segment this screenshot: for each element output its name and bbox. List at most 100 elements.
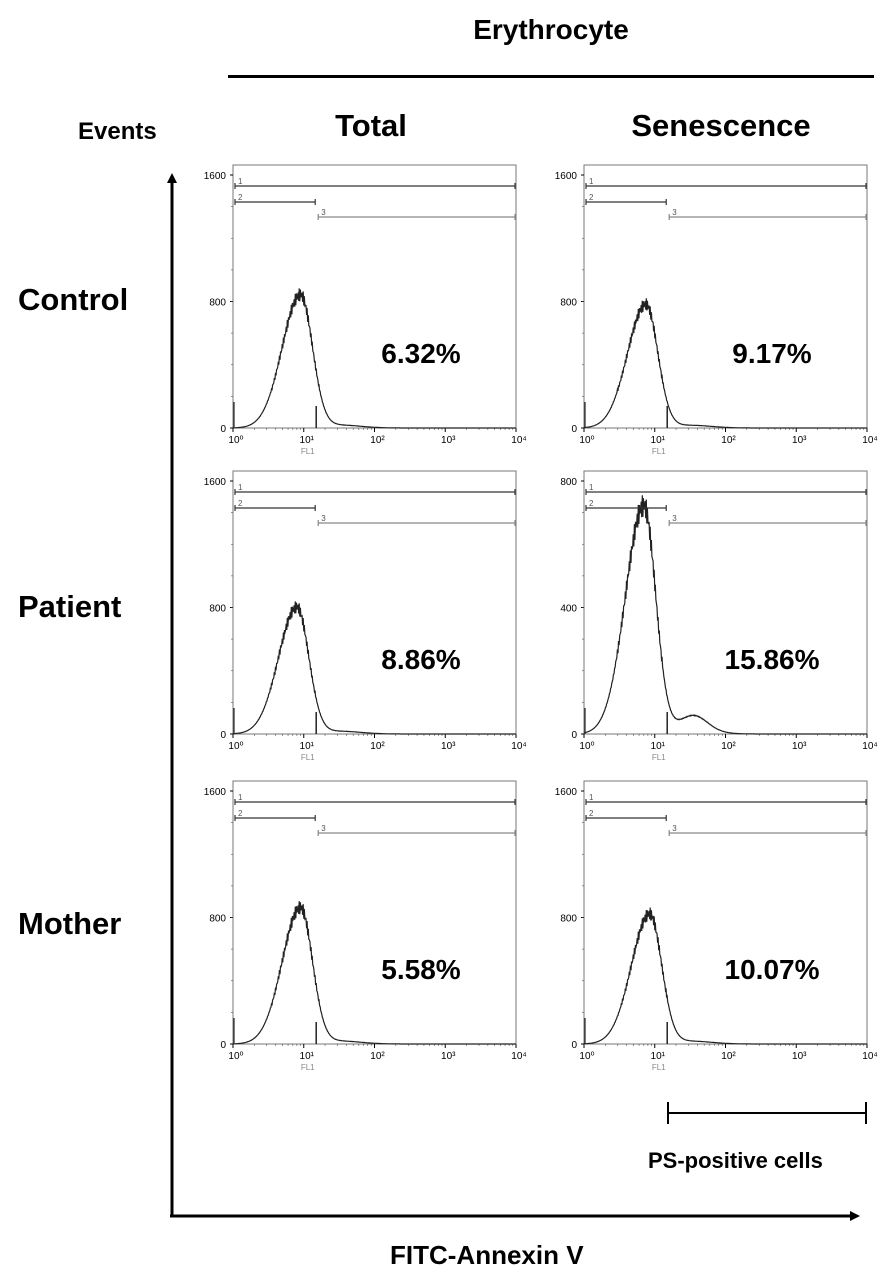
gate-marker-2: 2 [585, 193, 667, 205]
gate-marker-2: 2 [234, 193, 316, 205]
gate-number: 1 [238, 793, 243, 802]
gate-number: 2 [238, 193, 243, 202]
gate-marker-3: 3 [317, 514, 516, 526]
gate-marker-1: 1 [234, 177, 516, 189]
y-tick-label: 0 [571, 1040, 577, 1051]
panel-patient-senescence: 0 400 800 10⁰ 10¹ 10² 10³ 10⁴ FL1 1 2 3 15.86% [560, 470, 878, 762]
x-tick-label: 10¹ [651, 741, 666, 752]
panel-patient-total: 0 800 1600 10⁰ 10¹ 10² 10³ 10⁴ FL1 1 2 3 8.86% [204, 470, 527, 762]
x-tick-label: 10⁴ [511, 741, 526, 752]
y-tick-label: 1600 [204, 787, 227, 798]
y-tick-label: 0 [220, 424, 226, 435]
gate-number: 1 [238, 483, 243, 492]
y-tick-label: 800 [560, 298, 577, 309]
y-tick-label: 1600 [555, 171, 578, 182]
panel-frame [583, 780, 868, 1045]
x-channel-label: FL1 [652, 447, 666, 456]
y-tick-label: 1600 [204, 477, 227, 488]
y-tick-label: 800 [209, 298, 226, 309]
panel-frame [232, 164, 517, 429]
x-tick-label: 10⁰ [579, 1051, 594, 1062]
gate-number: 1 [589, 483, 594, 492]
x-tick-label: 10⁰ [579, 435, 594, 446]
x-tick-label: 10² [721, 435, 736, 446]
percent-label: 10.07% [725, 954, 820, 985]
panel-control-senescence: 0 800 1600 10⁰ 10¹ 10² 10³ 10⁴ FL1 1 2 3 9.17% [555, 164, 878, 456]
gate-number: 2 [589, 193, 594, 202]
histogram-curve [233, 601, 516, 735]
y-tick-label: 0 [220, 1040, 226, 1051]
y-tick-label: 0 [220, 730, 226, 741]
gate-number: 1 [589, 177, 594, 186]
y-tick-label: 800 [209, 914, 226, 925]
x-tick-label: 10⁴ [862, 741, 877, 752]
histogram-curve [583, 495, 867, 735]
x-tick-label: 10² [721, 741, 736, 752]
x-tick-label: 10³ [441, 741, 456, 752]
x-tick-label: 10¹ [300, 1051, 315, 1062]
x-tick-label: 10³ [441, 435, 456, 446]
percent-label: 6.32% [381, 338, 460, 369]
row-header-control: Control [18, 282, 129, 317]
x-tick-label: 10⁰ [228, 741, 243, 752]
row-header-patient: Patient [18, 589, 122, 624]
gate-number: 1 [238, 177, 243, 186]
x-tick-label: 10⁴ [511, 1051, 526, 1062]
y-tick-label: 1600 [204, 171, 227, 182]
gate-marker-3: 3 [668, 514, 867, 526]
panel-mother-senescence: 0 800 1600 10⁰ 10¹ 10² 10³ 10⁴ FL1 1 2 3 10.07% [555, 780, 878, 1072]
percent-label: 5.58% [381, 954, 460, 985]
x-tick-label: 10² [370, 435, 385, 446]
x-tick-label: 10¹ [300, 741, 315, 752]
percent-label: 9.17% [732, 338, 811, 369]
x-channel-label: FL1 [652, 753, 666, 762]
gate-number: 1 [589, 793, 594, 802]
figure-title: Erythrocyte [473, 14, 629, 45]
panel-frame [583, 470, 868, 735]
gate-marker-2: 2 [585, 499, 667, 511]
gate-number: 3 [672, 514, 677, 523]
x-tick-label: 10¹ [651, 435, 666, 446]
y-axis-label: Events [78, 118, 157, 145]
column-header-senescence: Senescence [631, 108, 811, 143]
gate-marker-1: 1 [234, 793, 516, 805]
gate-marker-3: 3 [317, 824, 516, 836]
x-tick-label: 10⁰ [579, 741, 594, 752]
x-tick-label: 10³ [441, 1051, 456, 1062]
gate-marker-2: 2 [585, 809, 667, 821]
x-tick-label: 10² [370, 1051, 385, 1062]
gate-number: 3 [321, 824, 326, 833]
x-tick-label: 10⁴ [862, 435, 877, 446]
y-tick-label: 1600 [555, 787, 578, 798]
panel-control-total: 0 800 1600 10⁰ 10¹ 10² 10³ 10⁴ FL1 1 2 3 6.32% [204, 164, 527, 456]
x-tick-label: 10¹ [300, 435, 315, 446]
x-channel-label: FL1 [301, 1063, 315, 1072]
x-tick-label: 10⁴ [862, 1051, 877, 1062]
y-tick-label: 800 [560, 477, 577, 488]
x-tick-label: 10² [721, 1051, 736, 1062]
histogram-curve [233, 901, 516, 1045]
percent-label: 15.86% [725, 644, 820, 675]
gate-marker-1: 1 [234, 483, 516, 495]
y-tick-label: 800 [560, 914, 577, 925]
x-channel-label: FL1 [301, 447, 315, 456]
y-tick-label: 800 [209, 604, 226, 615]
panel-frame [583, 164, 868, 429]
ps-positive-label: PS-positive cells [648, 1148, 823, 1173]
x-tick-label: 10³ [792, 1051, 807, 1062]
gate-number: 3 [672, 208, 677, 217]
gate-number: 3 [321, 208, 326, 217]
panel-mother-total: 0 800 1600 10⁰ 10¹ 10² 10³ 10⁴ FL1 1 2 3 5.58% [204, 780, 527, 1072]
x-tick-label: 10² [370, 741, 385, 752]
gate-marker-3: 3 [668, 824, 867, 836]
panel-frame [232, 780, 517, 1045]
gate-number: 2 [589, 499, 594, 508]
gate-marker-1: 1 [585, 177, 867, 189]
column-header-total: Total [335, 108, 407, 143]
x-axis-label: FITC-Annexin V [390, 1240, 584, 1270]
x-tick-label: 10³ [792, 741, 807, 752]
gate-number: 3 [672, 824, 677, 833]
gate-number: 2 [589, 809, 594, 818]
gate-number: 2 [238, 499, 243, 508]
